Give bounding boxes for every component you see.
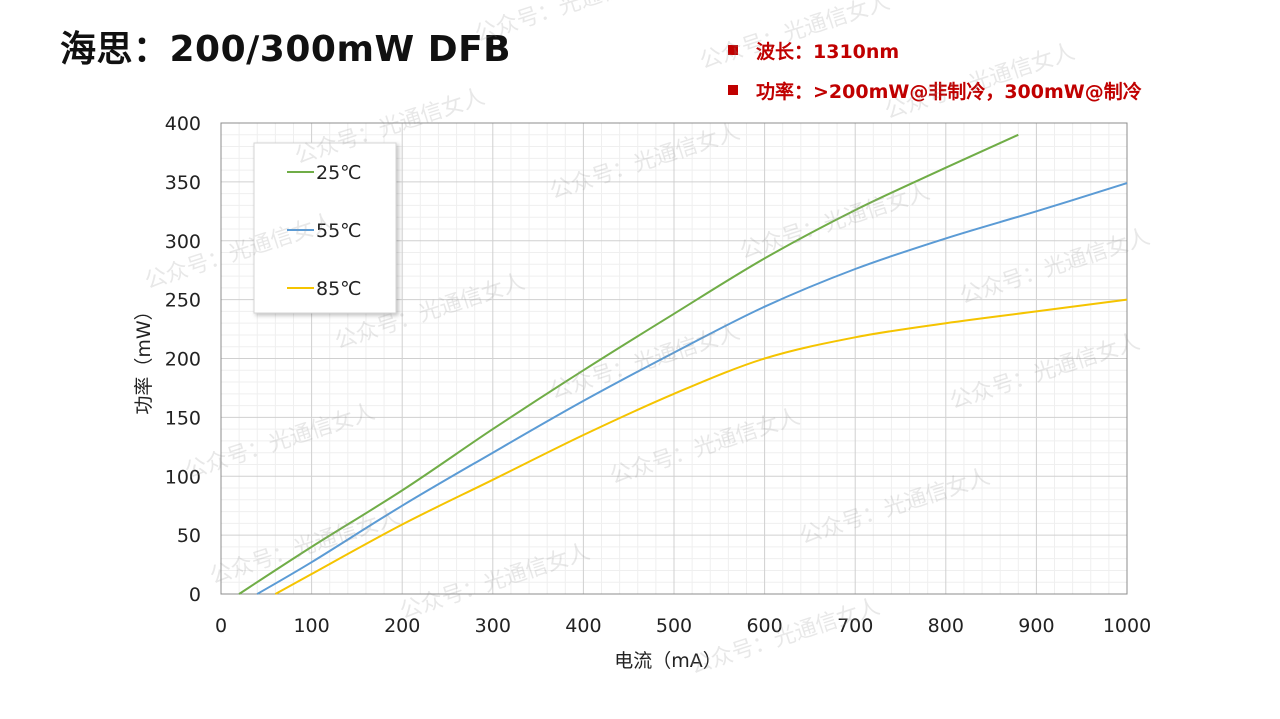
square-bullet-icon bbox=[728, 85, 738, 95]
spec-power: 功率：>200mW@非制冷，300mW@制冷 bbox=[728, 70, 1142, 110]
y-tick-label: 350 bbox=[165, 172, 201, 194]
x-axis-label: 电流（mA） bbox=[614, 650, 722, 672]
x-tick-label: 0 bbox=[215, 615, 227, 637]
series-line-0 bbox=[238, 133, 1019, 595]
series-lines bbox=[238, 133, 1128, 595]
y-tick-label: 300 bbox=[165, 231, 201, 253]
spec-wavelength-text: 波长：1310nm bbox=[756, 40, 900, 63]
x-tick-label: 100 bbox=[293, 615, 329, 637]
axes: 0 100 200 300 400 500 600 700 800 900 1000 0 50 100 15… bbox=[165, 113, 1151, 637]
series-line-2 bbox=[274, 298, 1128, 595]
legend-box bbox=[253, 142, 397, 314]
x-tick-label: 800 bbox=[928, 615, 964, 637]
legend-label-0: 25℃ bbox=[316, 162, 362, 184]
y-tick-label: 100 bbox=[165, 466, 201, 488]
square-bullet-icon bbox=[728, 45, 738, 55]
y-tick-label: 150 bbox=[165, 407, 201, 429]
legend-label-1: 55℃ bbox=[316, 220, 362, 242]
x-tick-label: 1000 bbox=[1103, 615, 1151, 637]
series-line-1 bbox=[256, 182, 1128, 595]
plot-border bbox=[220, 122, 1128, 595]
x-tick-label: 600 bbox=[746, 615, 782, 637]
x-tick-label: 500 bbox=[656, 615, 692, 637]
x-tick-label: 200 bbox=[384, 615, 420, 637]
y-tick-label: 0 bbox=[189, 584, 201, 606]
legend-label-2: 85℃ bbox=[316, 278, 362, 300]
x-tick-label: 700 bbox=[837, 615, 873, 637]
y-tick-label: 250 bbox=[165, 290, 201, 312]
x-tick-label: 300 bbox=[475, 615, 511, 637]
x-tick-label: 400 bbox=[565, 615, 601, 637]
x-tick-label: 900 bbox=[1018, 615, 1054, 637]
y-axis-label: 功率（mW） bbox=[133, 301, 155, 414]
y-tick-label: 50 bbox=[177, 525, 201, 547]
y-tick-label: 200 bbox=[165, 349, 201, 371]
y-tick-label: 400 bbox=[165, 113, 201, 135]
spec-wavelength: 波长：1310nm bbox=[728, 30, 1142, 70]
page-title: 海思：200/300mW DFB bbox=[60, 29, 512, 70]
spec-list: 波长：1310nm 功率：>200mW@非制冷，300mW@制冷 bbox=[728, 30, 1142, 110]
spec-power-text: 功率：>200mW@非制冷，300mW@制冷 bbox=[756, 80, 1142, 103]
legend: 25℃ 55℃ 85℃ bbox=[253, 142, 397, 314]
